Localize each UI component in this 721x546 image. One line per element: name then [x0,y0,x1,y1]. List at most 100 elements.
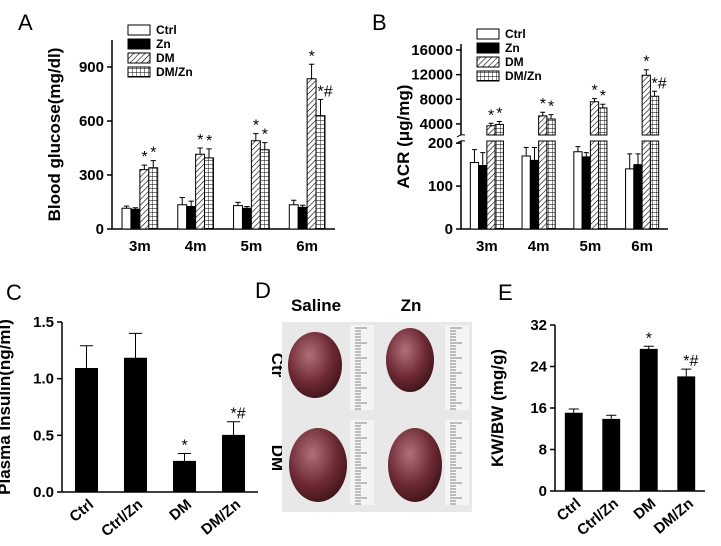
panel-label: E [498,280,513,305]
ruler [350,325,374,410]
y-tick-label: 0 [445,221,453,238]
error-bar [141,164,148,170]
error-bar [635,153,641,165]
error-bar [532,146,537,161]
bar [573,151,583,230]
x-tick-label: DM/Zn [651,495,697,537]
bar [186,206,197,230]
error-bar [188,200,194,207]
legend-swatch [127,66,151,78]
y-tick-label: 1.0 [33,371,54,388]
significance-marker: * [309,48,315,65]
error-bar [643,69,649,76]
bar [581,156,591,230]
panel-label: A [18,10,33,35]
significance-marker: * [253,118,259,135]
bar [148,167,159,230]
y-tick-label: 0.0 [33,484,54,501]
ruler [350,420,374,505]
legend-label: DM/Zn [505,69,542,83]
significance-marker: * [141,149,147,166]
bar [641,74,651,230]
column-label: Saline [291,296,341,315]
legend-label: DM/Zn [156,65,193,79]
error-bar [480,152,486,166]
bar [233,205,243,230]
x-tick-label: 5m [241,238,263,255]
x-tick-label: Ctrl/Zn [98,496,146,540]
error-bar [652,90,658,97]
bar [172,460,197,493]
error-bar [308,63,315,79]
y-axis-label: KW/BW (mg/g) [488,349,507,467]
error-bar [317,98,324,116]
bar [221,434,246,493]
significance-marker: *# [683,353,698,370]
error-bar [206,148,212,158]
x-tick-label: 3m [129,238,151,255]
bar [564,412,583,492]
error-bar [128,332,143,359]
bar [639,348,658,492]
bar [121,207,132,230]
legend-swatch [476,56,500,68]
y-tick-label: 100 [428,178,453,195]
error-bar [575,146,581,152]
error-bar [540,111,546,116]
x-tick-label: DM [631,495,660,523]
error-bar [179,197,185,205]
kidney [288,332,342,398]
significance-marker: * [206,133,212,150]
y-tick-label: 12000 [411,67,453,84]
error-bar [681,368,692,377]
y-axis-label: ACR (μg/mg) [394,85,413,189]
panel-label: C [6,280,22,305]
legend-swatch [127,52,151,64]
legend-label: Zn [156,37,171,51]
error-bar [150,160,156,168]
bar [130,208,141,230]
bar [478,164,488,230]
legend-label: DM [505,55,524,69]
error-bar [548,114,554,119]
error-bar [583,152,589,157]
ruler [445,420,469,505]
significance-marker: * [488,107,494,124]
significance-marker: * [197,132,203,149]
x-tick-label: 5m [580,238,602,255]
legend-swatch [127,38,151,50]
bar [546,118,556,230]
error-bar [488,122,494,126]
significance-marker: *# [652,75,667,92]
bar [469,161,480,230]
x-tick-label: Ctrl/Zn [574,495,622,539]
y-tick-label: 300 [79,167,104,184]
legend-label: DM [156,51,175,65]
panel-d: D Saline Zn Ctr DM [255,278,472,512]
bar [297,206,308,230]
significance-marker: * [540,96,546,113]
y-axis-label: Plasma Insulin(ng/ml) [0,319,14,495]
significance-marker: * [643,54,649,71]
error-bar [627,153,633,169]
bar [241,207,252,230]
error-bar [643,345,654,350]
x-tick-label: DM [166,496,195,524]
significance-marker: * [592,83,598,100]
error-bar [568,408,579,414]
panel-label: D [255,278,271,303]
error-bar [177,452,192,462]
legend-swatch [476,70,500,82]
bar [589,101,600,230]
significance-marker: * [150,145,156,162]
kidney [388,428,442,502]
x-tick-label: 6m [296,238,318,255]
significance-marker: * [548,99,554,116]
y-tick-label: 0 [96,221,104,238]
error-bar [79,345,94,369]
legend-label: Ctrl [505,27,526,41]
error-bar [132,207,139,210]
panel-label: B [372,10,387,35]
significance-marker: * [600,88,606,105]
